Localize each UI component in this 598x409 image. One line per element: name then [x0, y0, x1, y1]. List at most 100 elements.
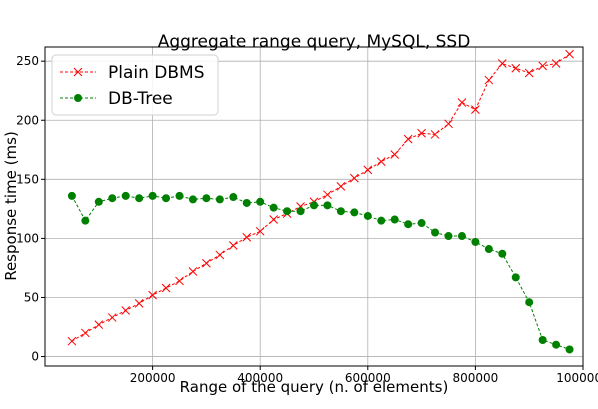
data-point-db-tree	[377, 216, 386, 225]
data-point-db-tree	[148, 191, 157, 200]
data-point-db-tree	[363, 211, 372, 220]
data-point-db-tree	[94, 197, 103, 206]
data-point-plain-dbms	[403, 134, 413, 144]
data-point-plain-dbms	[148, 290, 157, 300]
axis-ticks: 200000 400000 600000 800000 1000000 0 50 100 150…	[16, 54, 598, 385]
y-tick-label: 0	[31, 350, 39, 364]
data-point-db-tree	[310, 201, 318, 210]
data-point-plain-dbms	[349, 173, 359, 183]
data-point-db-tree	[256, 197, 265, 206]
data-point-plain-dbms	[242, 232, 252, 242]
data-point-db-tree	[511, 273, 520, 282]
series-layer	[67, 49, 574, 354]
data-point-db-tree	[350, 208, 359, 217]
data-point-plain-dbms	[430, 130, 440, 139]
data-point-plain-dbms	[121, 306, 131, 315]
x-tick-label: 400000	[237, 371, 283, 385]
data-point-plain-dbms	[269, 215, 279, 224]
data-point-db-tree	[444, 232, 453, 241]
legend-marker-db-tree	[74, 94, 82, 102]
data-point-plain-dbms	[215, 250, 225, 260]
data-point-plain-dbms	[175, 276, 184, 286]
data-point-plain-dbms	[390, 150, 400, 159]
data-point-plain-dbms	[255, 226, 265, 236]
data-point-db-tree	[202, 194, 211, 203]
data-point-db-tree	[457, 232, 466, 241]
series-line-db-tree	[71, 195, 570, 350]
data-point-db-tree	[175, 191, 184, 200]
data-point-db-tree	[108, 194, 117, 203]
data-point-db-tree	[498, 249, 507, 258]
data-point-db-tree	[229, 193, 238, 202]
data-point-plain-dbms	[188, 267, 198, 276]
y-tick-label: 100	[16, 231, 39, 245]
x-tick-label: 200000	[130, 371, 176, 385]
data-point-plain-dbms	[336, 182, 346, 191]
data-point-db-tree	[242, 198, 251, 207]
data-point-plain-dbms	[80, 328, 90, 338]
data-point-db-tree	[135, 194, 144, 203]
y-tick-label: 150	[16, 172, 39, 186]
legend-label-plain-dbms: Plain DBMS	[108, 63, 205, 83]
legend-marker-plain-dbms	[73, 67, 83, 77]
series-line-plain-dbms	[71, 53, 570, 342]
data-point-db-tree	[283, 207, 292, 216]
data-point-plain-dbms	[323, 190, 332, 200]
data-point-plain-dbms	[94, 320, 104, 330]
series-db-tree	[67, 191, 574, 354]
data-point-plain-dbms	[565, 49, 574, 59]
y-tick-label: 250	[16, 54, 39, 68]
data-point-db-tree	[390, 215, 399, 224]
data-point-plain-dbms	[107, 313, 117, 322]
legend-label-db-tree: DB-Tree	[108, 89, 173, 109]
plot-area	[44, 46, 584, 367]
data-point-db-tree	[471, 237, 480, 246]
data-point-db-tree	[121, 191, 130, 200]
data-point-plain-dbms	[538, 61, 548, 71]
x-tick-label: 1000000	[556, 371, 598, 385]
data-point-db-tree	[296, 207, 305, 216]
y-axis-label: Response time (ms)	[2, 131, 20, 281]
x-tick-label: 800000	[452, 371, 498, 385]
data-point-db-tree	[431, 228, 440, 237]
data-point-plain-dbms	[67, 336, 77, 346]
data-point-db-tree	[81, 216, 90, 225]
data-point-plain-dbms	[471, 105, 480, 114]
data-point-plain-dbms	[511, 63, 521, 73]
data-point-plain-dbms	[457, 98, 467, 107]
data-point-db-tree	[525, 298, 534, 307]
data-point-db-tree	[404, 220, 413, 229]
chart-title: Aggregate range query, MySQL, SSD	[158, 32, 471, 52]
data-point-plain-dbms	[161, 283, 171, 293]
data-point-db-tree	[417, 219, 426, 228]
y-tick-label: 50	[24, 290, 39, 304]
data-point-db-tree	[484, 245, 493, 254]
data-point-plain-dbms	[202, 258, 211, 268]
data-point-plain-dbms	[444, 119, 453, 129]
data-point-db-tree	[269, 203, 278, 212]
data-point-db-tree	[323, 201, 332, 210]
data-point-plain-dbms	[228, 241, 238, 250]
x-axis-label: Range of the query (n. of elements)	[180, 378, 449, 396]
data-point-plain-dbms	[363, 165, 373, 175]
data-point-db-tree	[336, 207, 345, 216]
data-point-db-tree	[552, 340, 561, 349]
legend-box	[51, 54, 219, 116]
x-tick-label: 600000	[345, 371, 391, 385]
data-point-db-tree	[67, 191, 76, 200]
legend: Plain DBMS DB-Tree	[51, 54, 219, 116]
data-point-db-tree	[538, 336, 547, 345]
data-point-plain-dbms	[524, 68, 534, 78]
data-point-plain-dbms	[551, 59, 561, 68]
data-point-plain-dbms	[417, 128, 426, 138]
data-point-plain-dbms	[497, 59, 507, 68]
data-point-db-tree	[188, 195, 197, 204]
data-point-plain-dbms	[484, 75, 494, 85]
data-point-db-tree	[162, 194, 171, 203]
data-point-db-tree	[215, 195, 224, 204]
data-point-plain-dbms	[134, 299, 144, 308]
data-point-db-tree	[565, 345, 574, 354]
y-tick-label: 200	[16, 113, 39, 127]
data-point-plain-dbms	[376, 157, 386, 166]
